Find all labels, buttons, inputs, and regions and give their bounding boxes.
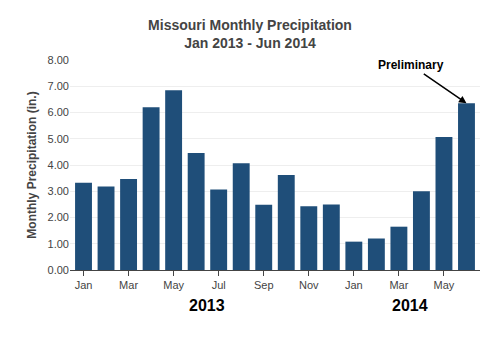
svg-text:Mar: Mar bbox=[389, 279, 408, 291]
svg-text:Jul: Jul bbox=[212, 279, 226, 291]
svg-text:Preliminary: Preliminary bbox=[378, 58, 444, 72]
svg-text:May: May bbox=[163, 279, 184, 291]
svg-text:Jan: Jan bbox=[75, 279, 93, 291]
svg-text:Monthly Precipitation (in.): Monthly Precipitation (in.) bbox=[25, 91, 39, 238]
svg-text:2014: 2014 bbox=[392, 297, 428, 314]
svg-text:Sep: Sep bbox=[254, 279, 274, 291]
svg-text:Jan: Jan bbox=[345, 279, 363, 291]
svg-text:0.00: 0.00 bbox=[48, 264, 69, 276]
svg-text:7.00: 7.00 bbox=[48, 80, 69, 92]
svg-text:3.00: 3.00 bbox=[48, 185, 69, 197]
svg-text:Missouri Monthly Precipitation: Missouri Monthly PrecipitationJan 2013 -… bbox=[148, 17, 352, 51]
svg-text:8.00: 8.00 bbox=[48, 54, 69, 66]
svg-text:2.00: 2.00 bbox=[48, 211, 69, 223]
svg-text:2013: 2013 bbox=[189, 297, 225, 314]
svg-text:Nov: Nov bbox=[299, 279, 319, 291]
svg-text:1.00: 1.00 bbox=[48, 238, 69, 250]
svg-text:5.00: 5.00 bbox=[48, 133, 69, 145]
svg-text:4.00: 4.00 bbox=[48, 159, 69, 171]
svg-text:Mar: Mar bbox=[119, 279, 138, 291]
svg-text:May: May bbox=[434, 279, 455, 291]
svg-text:6.00: 6.00 bbox=[48, 106, 69, 118]
